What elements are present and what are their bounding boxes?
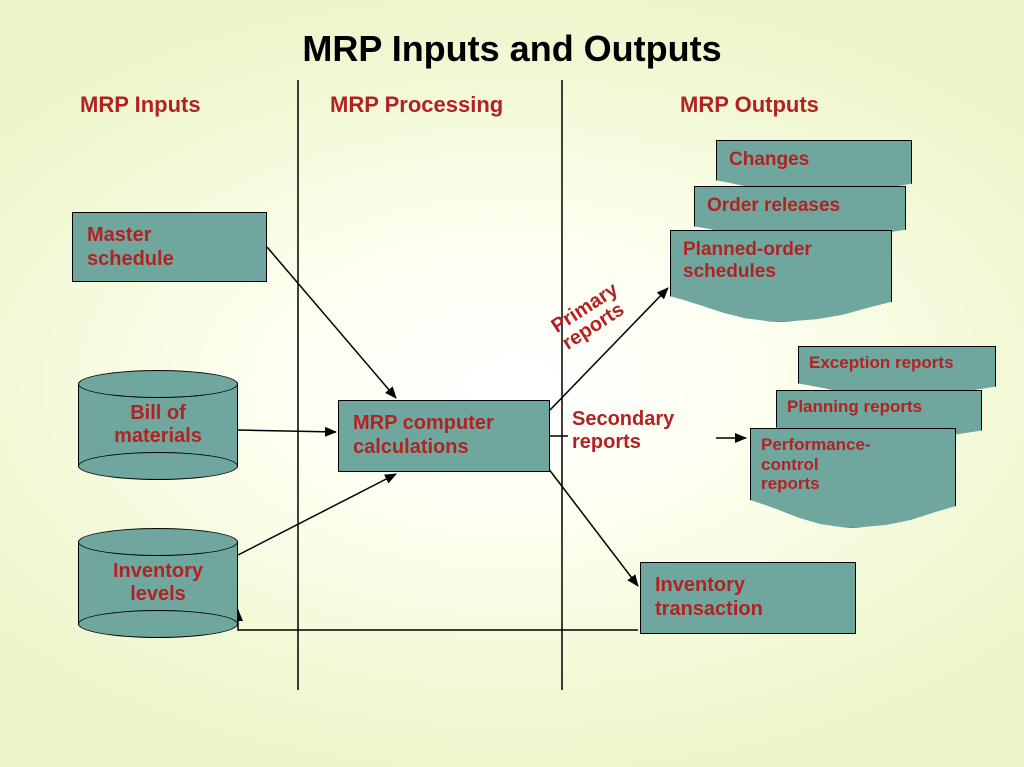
node-master_schedule: Masterschedule <box>72 212 267 282</box>
label-secondary-reports: Secondaryreports <box>572 408 674 454</box>
node-mrp_calc: MRP computercalculations <box>338 400 550 472</box>
node-inventory_txn: Inventorytransaction <box>640 562 856 634</box>
node-inventory_levels: Inventorylevels <box>78 528 238 638</box>
node-bill_of_materials: Bill ofmaterials <box>78 370 238 480</box>
nodes-layer: Masterschedule Bill ofmaterials Inventoryl… <box>0 0 1024 767</box>
node-planned_order: Planned-orderschedules <box>670 230 892 322</box>
node-perf_control: Performance-controlreports <box>750 428 956 528</box>
